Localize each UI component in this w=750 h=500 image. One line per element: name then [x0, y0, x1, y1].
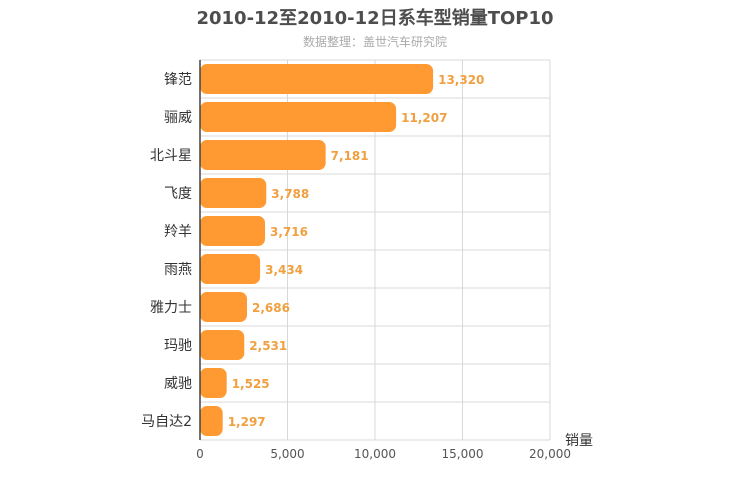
- category-label: 玛驰: [164, 338, 192, 354]
- bar: [200, 102, 397, 132]
- category-label: 飞度: [164, 186, 192, 202]
- category-label: 锋范: [164, 71, 192, 88]
- data-label: 3,716: [270, 225, 308, 239]
- data-label: 7,181: [331, 149, 369, 163]
- data-labels: 13,320 11,207 7,181 3,788 3,716 3,434 2,686 2,5…: [228, 73, 485, 429]
- data-label: 2,531: [249, 339, 287, 353]
- category-label: 北斗星: [150, 148, 192, 164]
- bar: [200, 140, 326, 170]
- bar: [200, 216, 266, 246]
- x-tick-label: 0: [196, 447, 204, 461]
- x-tick-label: 10,000: [354, 447, 396, 461]
- bar: [200, 406, 223, 436]
- data-label: 1,297: [228, 415, 266, 429]
- x-tick-labels: 0 5,000 10,000 15,000 20,000: [196, 447, 571, 461]
- data-label: 3,434: [265, 263, 303, 277]
- category-label: 羚羊: [164, 224, 192, 240]
- x-tick-label: 15,000: [442, 447, 484, 461]
- category-label: 骊威: [164, 110, 192, 126]
- category-label: 雨燕: [164, 262, 192, 278]
- data-label: 13,320: [438, 73, 484, 87]
- data-label: 2,686: [252, 301, 290, 315]
- bars: [200, 64, 434, 436]
- bar: [200, 178, 267, 208]
- data-label: 11,207: [401, 111, 447, 125]
- category-label: 威驰: [164, 376, 192, 392]
- category-label: 雅力士: [150, 300, 192, 316]
- chart-title: 2010-12至2010-12日系车型销量TOP10: [196, 8, 554, 29]
- bar: [200, 330, 245, 360]
- x-axis-title: 销量: [565, 433, 593, 449]
- category-label: 马自达2: [141, 414, 192, 430]
- x-tick-label: 5,000: [270, 447, 304, 461]
- bar: [200, 292, 248, 322]
- bar: [200, 254, 261, 284]
- chart-subtitle: 数据整理：盖世汽车研究院: [302, 35, 447, 49]
- bar: [200, 64, 434, 94]
- x-tick-label: 20,000: [529, 447, 571, 461]
- bar: [200, 368, 227, 398]
- data-label: 3,788: [271, 187, 309, 201]
- data-label: 1,525: [232, 377, 270, 391]
